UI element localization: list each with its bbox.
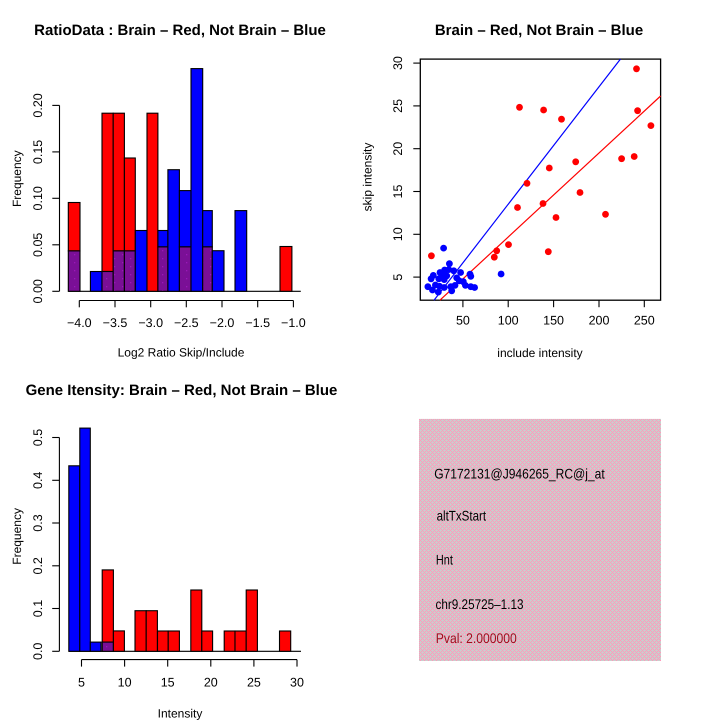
svg-text:chr9.25725–1.13: chr9.25725–1.13 [436, 596, 524, 612]
svg-text:0.5: 0.5 [31, 429, 45, 446]
svg-text:0.15: 0.15 [31, 140, 45, 164]
svg-text:5: 5 [391, 274, 405, 281]
svg-text:0.0: 0.0 [31, 643, 45, 660]
svg-text:20: 20 [391, 142, 405, 156]
svg-text:5: 5 [78, 676, 85, 690]
svg-text:150: 150 [543, 314, 564, 328]
svg-text:Frequency: Frequency [10, 508, 24, 565]
svg-text:200: 200 [589, 314, 610, 328]
svg-text:RatioData : Brain – Red, Not B: RatioData : Brain – Red, Not Brain – Blu… [34, 22, 326, 39]
svg-text:Brain – Red, Not Brain – Blue: Brain – Red, Not Brain – Blue [435, 22, 643, 39]
svg-text:−2.0: −2.0 [210, 316, 235, 330]
svg-text:Log2 Ratio Skip/Include: Log2 Ratio Skip/Include [118, 345, 245, 359]
svg-text:G7172131@J946265_RC@j_at: G7172131@J946265_RC@j_at [434, 466, 605, 482]
svg-text:10: 10 [391, 227, 405, 241]
svg-text:0.20: 0.20 [31, 93, 45, 117]
svg-text:30: 30 [391, 56, 405, 70]
svg-text:0.10: 0.10 [31, 186, 45, 210]
svg-text:30: 30 [290, 676, 304, 690]
svg-text:0.00: 0.00 [31, 279, 45, 303]
svg-text:15: 15 [161, 676, 175, 690]
svg-text:250: 250 [634, 314, 655, 328]
svg-text:25: 25 [247, 676, 261, 690]
svg-text:−4.0: −4.0 [67, 316, 92, 330]
svg-text:−1.0: −1.0 [281, 316, 306, 330]
svg-text:Hnt: Hnt [436, 552, 453, 568]
svg-text:50: 50 [456, 314, 470, 328]
svg-text:Gene Itensity: Brain – Red, No: Gene Itensity: Brain – Red, Not Brain – … [26, 382, 338, 399]
svg-text:0.4: 0.4 [31, 472, 45, 489]
svg-text:100: 100 [498, 314, 519, 328]
svg-text:−1.5: −1.5 [245, 316, 270, 330]
svg-text:0.3: 0.3 [31, 514, 45, 531]
svg-text:−3.0: −3.0 [138, 316, 163, 330]
svg-text:0.05: 0.05 [31, 233, 45, 257]
svg-text:altTxStart: altTxStart [437, 507, 487, 523]
svg-text:Frequency: Frequency [10, 150, 24, 207]
svg-text:25: 25 [391, 99, 405, 113]
svg-text:skip intensity: skip intensity [361, 143, 375, 212]
svg-text:0.1: 0.1 [31, 600, 45, 617]
svg-text:−3.5: −3.5 [103, 316, 128, 330]
svg-text:−2.5: −2.5 [174, 316, 199, 330]
svg-text:Pval: 2.000000: Pval: 2.000000 [436, 630, 517, 646]
svg-text:10: 10 [118, 676, 132, 690]
svg-text:Intensity: Intensity [158, 707, 203, 720]
svg-text:include intensity: include intensity [497, 346, 582, 360]
svg-text:20: 20 [204, 676, 218, 690]
svg-text:15: 15 [391, 185, 405, 199]
svg-text:0.2: 0.2 [31, 557, 45, 574]
